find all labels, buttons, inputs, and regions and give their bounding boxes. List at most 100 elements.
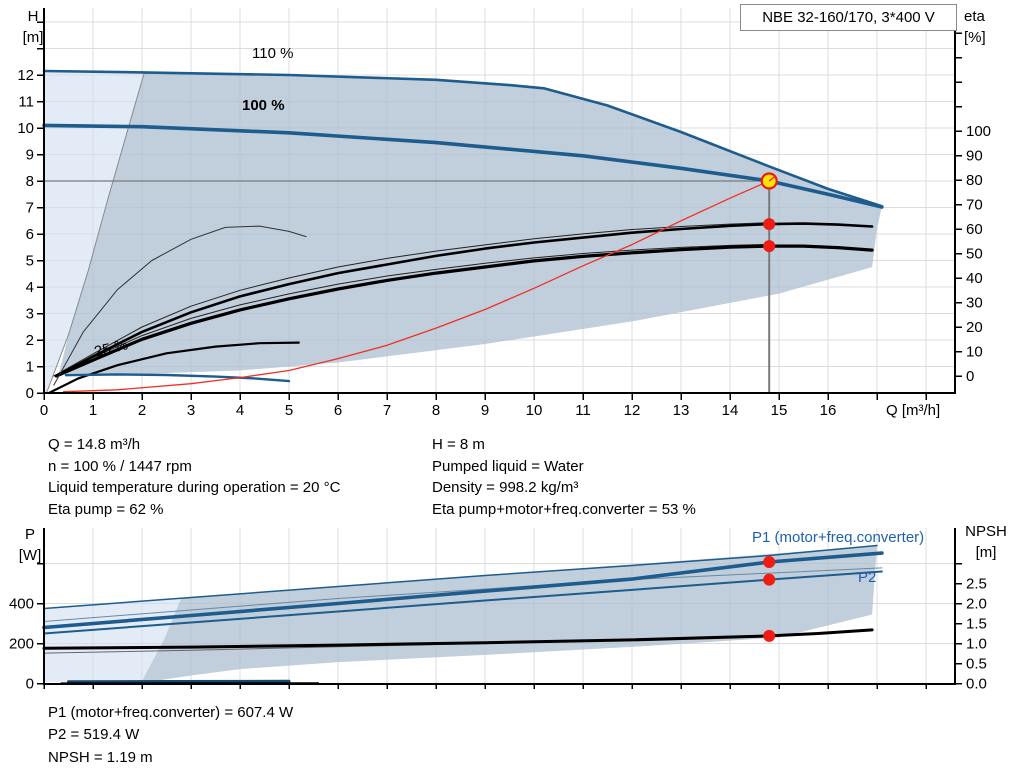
y-left-tick-label: 7 <box>26 200 34 217</box>
y-left-tick-label: 200 <box>9 636 34 653</box>
npsh-point <box>763 629 776 642</box>
eta-axis-unit: [%] <box>964 29 986 46</box>
x-tick-label: 9 <box>481 402 489 419</box>
y-left-tick-label: 3 <box>26 306 34 323</box>
p1-max-boundary <box>43 544 878 610</box>
x-tick-label: 15 <box>771 402 788 419</box>
y-right-tick-label: 30 <box>966 295 983 312</box>
power-results: P1 (motor+freq.converter) = 607.4 W P2 =… <box>48 702 293 769</box>
y-left-tick-label: 8 <box>26 173 34 190</box>
info-line-temperature: Liquid temperature during operation = 20… <box>48 479 341 496</box>
npsh-axis-title: NPSH [m] <box>958 521 1014 563</box>
npsh-curve <box>42 628 874 650</box>
y-right-tick-label: 2.0 <box>966 596 987 613</box>
x-tick-label: 7 <box>383 402 391 419</box>
x-tick-label: 0 <box>40 402 48 419</box>
x-tick-label: 4 <box>236 402 244 419</box>
y-right-tick-label: 10 <box>966 344 983 361</box>
info-line-h: H = 8 m <box>432 436 485 453</box>
eta-pump-point <box>763 218 776 231</box>
duty-info-right: H = 8 m Pumped liquid = Water Density = … <box>432 434 696 520</box>
y-right-tick-label: 90 <box>966 148 983 165</box>
npsh-axis-symbol: NPSH <box>965 523 1007 540</box>
eta-total-fan-thin <box>53 243 770 377</box>
y-left-tick-label: 4 <box>26 279 34 296</box>
info-line-eta-pump: Eta pump = 62 % <box>48 500 164 518</box>
y-right-tick-label: 1.0 <box>966 636 987 653</box>
speed-25-curve <box>64 373 291 383</box>
y-right-tick-label: 70 <box>966 197 983 214</box>
p-axis-unit: [W] <box>18 547 42 564</box>
y-right-tick-label: 100 <box>966 123 991 140</box>
eta-pump-fan-thin <box>53 222 770 377</box>
x-tick-label: 5 <box>285 402 293 419</box>
y-left-tick-label: 0 <box>26 385 34 402</box>
y-right-tick-label: 2.5 <box>966 576 987 593</box>
y-left-tick-label: 12 <box>17 67 34 84</box>
duty-info-left: Q = 14.8 m³/h n = 100 % / 1447 rpm Liqui… <box>48 434 340 520</box>
y-left-tick-label: 11 <box>18 94 34 111</box>
x-tick-label: 8 <box>432 402 440 419</box>
y-right-tick-label: 50 <box>966 246 983 263</box>
y-left-tick-label: 0 <box>26 676 34 693</box>
y-left-tick-label: 5 <box>26 253 34 270</box>
result-line-p2: P2 = 519.4 W <box>48 726 140 744</box>
result-line-npsh: NPSH = 1.19 m <box>48 748 153 766</box>
q-axis-title: Q [m³/h] <box>886 402 941 419</box>
y-right-tick-label: 60 <box>966 221 983 238</box>
info-line-eta-total: Eta pump+motor+freq.converter = 53 % <box>432 500 696 518</box>
x-tick-label: 6 <box>334 402 342 419</box>
y-right-tick-label: 40 <box>966 270 983 287</box>
x-tick-label: 10 <box>526 402 543 419</box>
y-left-tick-label: 400 <box>9 596 34 613</box>
npsh-axis-unit: [m] <box>975 544 997 561</box>
y-left-tick-label: 6 <box>26 226 34 243</box>
info-line-q: Q = 14.8 m³/h <box>48 436 141 453</box>
p1-point <box>763 556 776 569</box>
p2-max-boundary <box>43 567 883 622</box>
p1-curve-label: P1 (motor+freq.converter) <box>752 529 925 546</box>
y-left-tick-label: 10 <box>17 120 34 137</box>
eta-25-curve <box>47 341 300 395</box>
p2-curve-label: P2 <box>858 569 877 586</box>
speed-100-label: 100 % <box>242 97 285 114</box>
y-left-tick-label: 1 <box>26 359 34 376</box>
y-left-tick-label: 2 <box>26 332 34 349</box>
y-right-tick-label: 0 <box>966 368 974 385</box>
eta-axis-symbol: eta <box>964 8 985 25</box>
p2-point <box>763 573 776 586</box>
speed-110-curve <box>42 69 884 208</box>
eta-total-point <box>763 240 776 253</box>
info-line-speed: n = 100 % / 1447 rpm <box>48 457 192 475</box>
y-right-tick-label: 0.0 <box>966 676 987 693</box>
x-tick-label: 13 <box>673 402 690 419</box>
y-right-tick-label: 80 <box>966 172 983 189</box>
y-right-tick-label: 0.5 <box>966 656 987 673</box>
eta-axis-title: eta [%] <box>964 6 1010 48</box>
info-line-liquid: Pumped liquid = Water <box>432 457 584 475</box>
h-axis-symbol: H <box>27 8 39 25</box>
p-axis-title: P [W] <box>12 524 48 566</box>
y-right-tick-label: 20 <box>966 319 983 336</box>
speed-110-label: 110 % <box>252 45 294 62</box>
thin-arc-curve <box>53 225 307 386</box>
x-tick-label: 1 <box>89 402 97 419</box>
y-left-tick-label: 9 <box>26 147 34 164</box>
qmin-boundary-line <box>46 71 145 394</box>
result-line-p1: P1 (motor+freq.converter) = 607.4 W <box>48 704 294 721</box>
x-tick-label: 11 <box>575 402 591 419</box>
y-right-tick-label: 1.5 <box>966 616 987 633</box>
eta-converter-red-curve <box>62 180 770 393</box>
x-tick-label: 2 <box>138 402 146 419</box>
h-axis-unit: [m] <box>22 29 44 46</box>
info-line-density: Density = 998.2 kg/m³ <box>432 479 579 496</box>
speed-100-curve <box>42 123 884 209</box>
x-tick-label: 16 <box>820 402 837 419</box>
envelope-fill-light <box>44 71 145 393</box>
duty-point-needle <box>768 176 775 182</box>
pump-model-title: NBE 32-160/170, 3*400 V <box>740 4 957 31</box>
h-axis-title: H [m] <box>16 6 50 48</box>
p-axis-symbol: P <box>24 526 35 543</box>
